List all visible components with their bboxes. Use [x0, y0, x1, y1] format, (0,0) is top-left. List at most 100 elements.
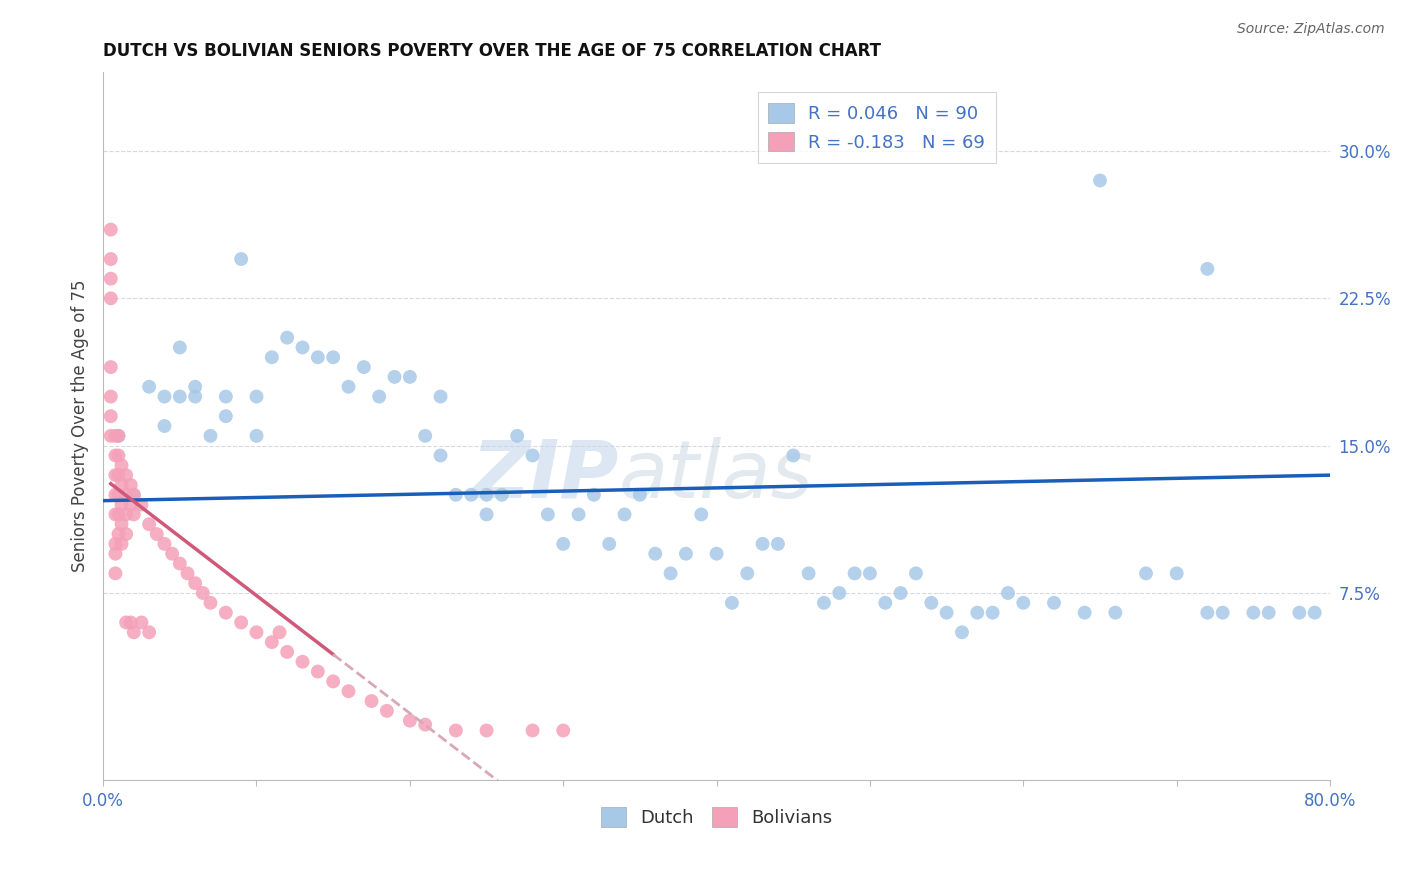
- Point: [276, 330, 298, 344]
- Point: [260, 635, 283, 649]
- Point: [215, 409, 238, 424]
- Text: Source: ZipAtlas.com: Source: ZipAtlas.com: [1237, 22, 1385, 37]
- Point: [537, 508, 560, 522]
- Point: [522, 723, 544, 738]
- Point: [200, 596, 222, 610]
- Point: [100, 271, 122, 285]
- Point: [100, 252, 122, 266]
- Point: [107, 488, 129, 502]
- Text: ZIP: ZIP: [471, 436, 619, 515]
- Point: [110, 478, 132, 492]
- Point: [981, 606, 1004, 620]
- Point: [706, 547, 728, 561]
- Point: [107, 527, 129, 541]
- Point: [138, 625, 160, 640]
- Point: [215, 390, 238, 404]
- Point: [644, 547, 666, 561]
- Point: [104, 566, 127, 581]
- Point: [104, 429, 127, 443]
- Point: [176, 566, 198, 581]
- Point: [104, 547, 127, 561]
- Point: [107, 429, 129, 443]
- Point: [890, 586, 912, 600]
- Point: [100, 291, 122, 305]
- Point: [245, 625, 267, 640]
- Point: [844, 566, 866, 581]
- Point: [169, 390, 191, 404]
- Point: [231, 252, 253, 266]
- Point: [582, 488, 605, 502]
- Point: [322, 674, 344, 689]
- Point: [444, 488, 467, 502]
- Point: [384, 370, 406, 384]
- Point: [1303, 606, 1326, 620]
- Point: [160, 547, 183, 561]
- Point: [291, 341, 314, 355]
- Point: [491, 488, 513, 502]
- Point: [413, 429, 436, 443]
- Point: [138, 380, 160, 394]
- Point: [875, 596, 897, 610]
- Point: [460, 488, 482, 502]
- Point: [231, 615, 253, 630]
- Point: [399, 370, 422, 384]
- Point: [110, 458, 132, 473]
- Point: [1012, 596, 1035, 610]
- Point: [131, 615, 153, 630]
- Point: [522, 449, 544, 463]
- Point: [122, 508, 145, 522]
- Point: [104, 537, 127, 551]
- Point: [107, 508, 129, 522]
- Point: [104, 468, 127, 483]
- Point: [276, 645, 298, 659]
- Point: [721, 596, 744, 610]
- Point: [337, 380, 360, 394]
- Point: [997, 586, 1019, 600]
- Point: [950, 625, 973, 640]
- Point: [375, 704, 398, 718]
- Point: [153, 390, 176, 404]
- Point: [966, 606, 988, 620]
- Point: [120, 478, 142, 492]
- Point: [813, 596, 835, 610]
- Legend: Dutch, Bolivians: Dutch, Bolivians: [593, 800, 839, 834]
- Point: [828, 586, 851, 600]
- Point: [360, 694, 382, 708]
- Point: [100, 429, 122, 443]
- Point: [104, 488, 127, 502]
- Y-axis label: Seniors Poverty Over the Age of 75: Seniors Poverty Over the Age of 75: [72, 280, 89, 573]
- Point: [245, 429, 267, 443]
- Point: [110, 517, 132, 532]
- Text: atlas: atlas: [619, 436, 813, 515]
- Point: [100, 360, 122, 375]
- Point: [1104, 606, 1126, 620]
- Point: [120, 498, 142, 512]
- Point: [1197, 606, 1219, 620]
- Point: [122, 625, 145, 640]
- Point: [613, 508, 636, 522]
- Point: [567, 508, 589, 522]
- Point: [935, 606, 957, 620]
- Point: [184, 576, 207, 591]
- Point: [475, 488, 498, 502]
- Point: [797, 566, 820, 581]
- Point: [322, 351, 344, 365]
- Text: DUTCH VS BOLIVIAN SENIORS POVERTY OVER THE AGE OF 75 CORRELATION CHART: DUTCH VS BOLIVIAN SENIORS POVERTY OVER T…: [103, 42, 882, 60]
- Point: [337, 684, 360, 698]
- Point: [429, 390, 451, 404]
- Point: [307, 351, 329, 365]
- Point: [1241, 606, 1264, 620]
- Point: [598, 537, 620, 551]
- Point: [169, 557, 191, 571]
- Point: [120, 615, 142, 630]
- Point: [131, 498, 153, 512]
- Point: [690, 508, 713, 522]
- Point: [429, 449, 451, 463]
- Point: [115, 468, 138, 483]
- Point: [506, 429, 529, 443]
- Point: [1073, 606, 1095, 620]
- Point: [191, 586, 214, 600]
- Point: [291, 655, 314, 669]
- Point: [200, 429, 222, 443]
- Point: [115, 488, 138, 502]
